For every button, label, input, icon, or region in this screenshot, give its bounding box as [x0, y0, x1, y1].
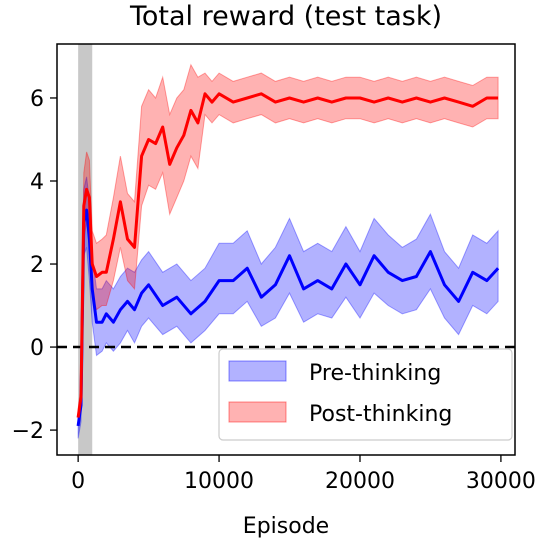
- x-axis: 0 10000 20000 30000: [71, 455, 536, 494]
- legend-label-post-thinking: Post-thinking: [309, 402, 452, 427]
- legend-swatch-pre-thinking: [228, 360, 287, 382]
- y-tick-label: 0: [30, 336, 44, 361]
- y-axis: −2 0 2 4 6: [12, 87, 57, 444]
- plot-frame: [56, 43, 516, 456]
- x-tick-label: 0: [71, 469, 85, 494]
- legend-swatch-post-thinking: [228, 401, 287, 423]
- legend-label-pre-thinking: Pre-thinking: [309, 361, 441, 386]
- x-tick-label: 10000: [184, 469, 254, 494]
- legend-frame: [218, 348, 513, 441]
- y-tick-label: 2: [30, 253, 44, 278]
- band-post-thinking: [77, 63, 499, 426]
- chart-title: Total reward (test task): [129, 1, 442, 32]
- band-pre-thinking: [77, 176, 499, 439]
- line-pre-thinking: [76, 208, 500, 427]
- plot-area: [57, 44, 515, 455]
- y-tick-label: −2: [12, 419, 44, 444]
- plot-inner: [57, 44, 515, 455]
- x-tick-label: 30000: [466, 469, 536, 494]
- y-tick-label: 4: [30, 170, 44, 195]
- x-axis-label: Episode: [243, 514, 329, 539]
- line-post-thinking: [76, 92, 499, 418]
- x-tick-label: 20000: [325, 469, 395, 494]
- legend: Pre-thinking Post-thinking: [218, 348, 513, 441]
- y-tick-label: 6: [30, 87, 44, 112]
